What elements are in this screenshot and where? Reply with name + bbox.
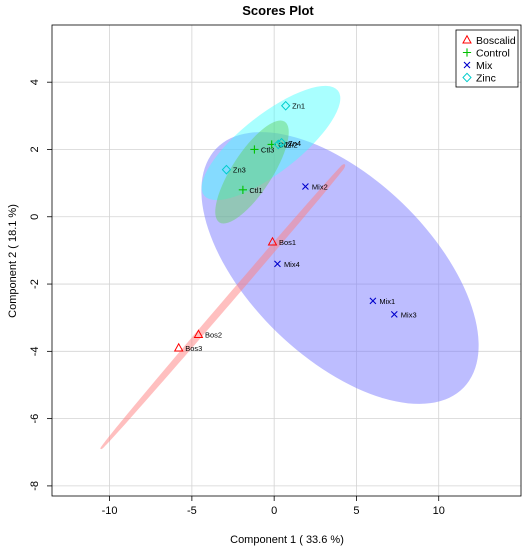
x-tick-label: -5 [187, 505, 197, 517]
legend-label-boscalid: Boscalid [476, 35, 516, 47]
point-label: Mix4 [284, 260, 300, 269]
point-control [250, 145, 259, 154]
point-boscalid [193, 329, 204, 339]
legend-marker-boscalid [462, 34, 472, 44]
y-tick-label: -2 [29, 279, 41, 289]
axes: -10 -5 0 5 10 -8 -6 -4 -2 0 2 4 [29, 79, 445, 517]
ellipses [100, 85, 479, 450]
point-label: Bos1 [279, 238, 296, 247]
y-tick-label: 2 [29, 146, 41, 152]
legend-marker-zinc [462, 72, 472, 83]
ellipse-control [215, 120, 289, 224]
point-control [238, 185, 247, 194]
y-tick-label: -6 [29, 414, 41, 424]
ellipse-mix [201, 132, 479, 404]
point-label: Zn4 [288, 139, 301, 148]
point-label: Mix3 [401, 310, 417, 319]
legend-marker-control [462, 48, 472, 57]
x-tick-label: 5 [353, 505, 359, 517]
y-axis-label: Component 2 ( 18.1 %) [7, 204, 19, 318]
plot-frame [51, 24, 522, 497]
point-mix [302, 183, 309, 190]
ellipse-zinc [201, 85, 341, 201]
point-label: Bos3 [185, 344, 202, 353]
point-label: Zn2 [285, 140, 298, 149]
point-label: Bos2 [205, 331, 222, 340]
point-label: Mix2 [312, 182, 328, 191]
point-label: Zn3 [233, 166, 246, 175]
point-label: Ctl2 [278, 140, 291, 149]
point-label: Ctl3 [261, 145, 274, 154]
point-boscalid [173, 342, 184, 352]
legend-label-control: Control [476, 48, 510, 60]
point-zinc [273, 139, 283, 150]
point-boscalid [267, 236, 278, 246]
x-tick-label: 0 [271, 505, 277, 517]
x-tick-label: -10 [102, 505, 118, 517]
x-axis-label: Component 1 ( 33.6 %) [230, 534, 344, 546]
ellipse-boscalid [100, 164, 346, 450]
y-tick-label: 4 [29, 79, 41, 85]
y-tick-label: -4 [29, 346, 41, 356]
point-zinc [280, 100, 291, 111]
legend-box [455, 29, 519, 88]
legend-label-mix: Mix [476, 60, 493, 72]
x-tick-label: 10 [433, 505, 445, 517]
point-zinc [221, 164, 232, 175]
point-label: Mix1 [379, 297, 395, 306]
point-label: Zn1 [292, 102, 305, 111]
legend-marker-mix [463, 61, 471, 69]
point-mix [369, 297, 377, 305]
chart-title: Scores Plot [242, 3, 314, 18]
point-label: Ctl1 [249, 186, 262, 195]
y-tick-label: 0 [29, 214, 41, 220]
point-mix [274, 260, 281, 268]
y-tick-label: -8 [29, 481, 41, 491]
legend-label-zinc: Zinc [476, 73, 496, 85]
point-mix [390, 310, 398, 318]
